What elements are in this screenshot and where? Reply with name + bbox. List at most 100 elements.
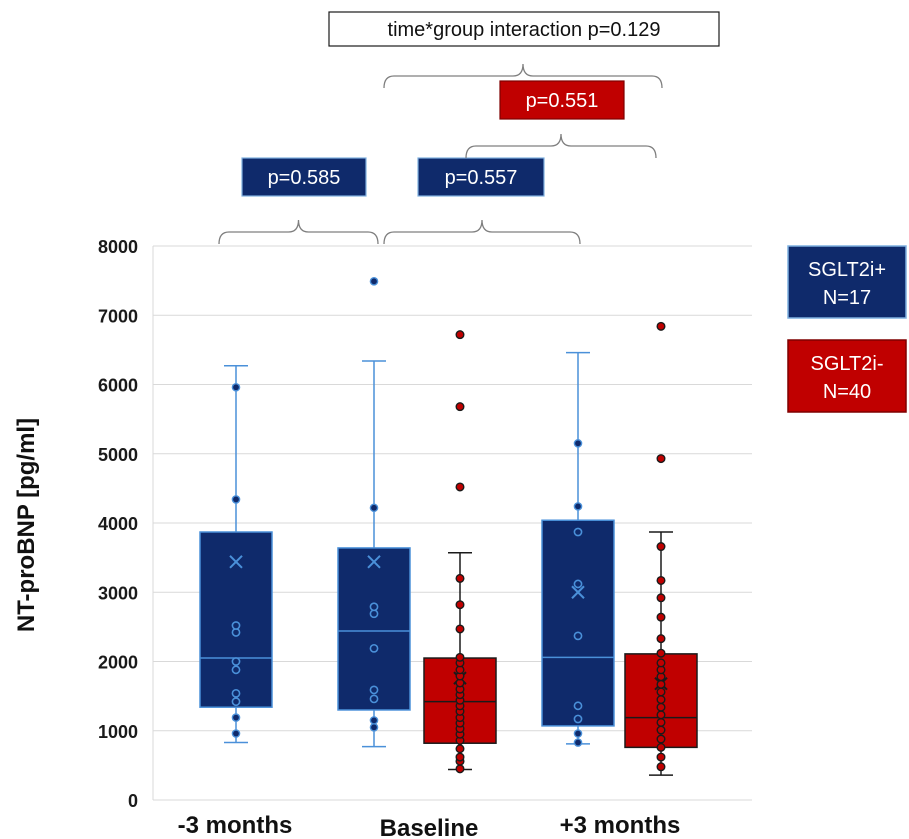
data-point <box>455 752 465 762</box>
data-point <box>369 722 379 732</box>
data-point <box>369 716 379 725</box>
iqr-box <box>541 519 615 727</box>
data-point <box>231 621 241 630</box>
x-tick-labels: -3 months Baseline +3 months <box>178 812 681 839</box>
data-point <box>369 277 379 286</box>
data-point <box>573 631 583 641</box>
data-point <box>573 439 583 448</box>
data-point <box>231 729 241 738</box>
data-point <box>656 710 666 720</box>
data-point <box>656 612 666 622</box>
box-sglt2i-plus <box>337 360 411 748</box>
data-point <box>573 729 583 738</box>
x-tick-label: Baseline <box>380 815 479 839</box>
iqr-box <box>199 531 273 708</box>
y-tick-label: 6000 <box>98 376 138 396</box>
y-tick-label: 0 <box>128 791 138 811</box>
data-point <box>455 330 465 340</box>
x-tick-label: -3 months <box>178 812 293 839</box>
data-point <box>369 503 379 513</box>
data-point <box>656 321 666 331</box>
legend: SGLT2i+ N=17 SGLT2i- N=40 <box>787 245 907 413</box>
y-tick-label: 1000 <box>98 722 138 742</box>
data-point <box>656 752 666 762</box>
data-point <box>455 600 465 610</box>
data-point <box>656 725 666 735</box>
x-tick-label: +3 months <box>560 812 681 839</box>
y-tick-label: 4000 <box>98 514 138 534</box>
y-tick-label: 2000 <box>98 653 138 673</box>
data-point <box>455 402 465 412</box>
data-point <box>656 542 666 552</box>
data-point <box>573 527 583 537</box>
legend-swatch-sglt2i-minus <box>787 339 907 413</box>
data-point <box>573 579 583 589</box>
data-point <box>231 697 241 707</box>
data-point <box>656 575 666 585</box>
data-point <box>656 634 666 644</box>
legend-n-label: N=17 <box>823 287 871 309</box>
legend-swatch-sglt2i-plus <box>787 245 907 319</box>
data-point <box>455 652 465 662</box>
data-point <box>656 658 666 668</box>
data-point <box>656 593 666 603</box>
mean-marker <box>571 585 585 599</box>
data-point <box>573 738 583 747</box>
data-point <box>369 609 379 619</box>
box-sglt2i-plus <box>199 365 273 744</box>
data-point <box>455 764 465 774</box>
bracket-p0551 <box>465 133 657 159</box>
p-value-0551-box <box>499 80 625 120</box>
data-point <box>231 657 241 666</box>
mean-marker <box>367 555 381 569</box>
data-point <box>573 701 583 711</box>
data-point <box>455 482 465 492</box>
p-value-0551-label: p=0.551 <box>526 90 599 112</box>
data-points <box>231 277 666 774</box>
y-axis-label: NT-proBNP [pg/ml] <box>13 418 40 632</box>
bracket-p0557 <box>383 219 581 245</box>
data-point <box>455 624 465 634</box>
data-point <box>656 702 666 712</box>
data-point <box>656 742 666 752</box>
data-point <box>231 382 241 392</box>
data-point <box>656 717 666 727</box>
p-value-0557-box <box>417 157 545 197</box>
data-point <box>573 714 583 724</box>
data-point <box>656 762 666 772</box>
interaction-p-value-box <box>328 11 720 47</box>
y-tick-labels: 0 1000 2000 3000 4000 5000 6000 7000 8000 <box>98 237 138 811</box>
data-point <box>369 694 379 704</box>
data-point <box>369 685 379 695</box>
interaction-p-value-label: time*group interaction p=0.129 <box>388 19 661 41</box>
significance-annotations: p=0.585 p=0.557 p=0.551 time*group interact… <box>218 11 720 245</box>
data-point <box>231 688 241 698</box>
legend-series-name: SGLT2i- <box>811 353 884 375</box>
iqr-box <box>337 547 411 711</box>
data-point <box>231 713 241 722</box>
data-point <box>656 454 666 464</box>
data-point <box>573 502 583 511</box>
box-plots <box>199 351 698 776</box>
y-tick-label: 7000 <box>98 306 138 326</box>
data-point <box>369 643 379 653</box>
p-value-0557-label: p=0.557 <box>445 167 518 189</box>
data-point <box>656 679 666 689</box>
data-point <box>656 734 666 744</box>
mean-marker <box>229 555 243 569</box>
data-point <box>455 744 465 754</box>
data-point <box>231 665 241 675</box>
p-value-0585-box <box>241 157 367 197</box>
data-point <box>231 628 241 637</box>
bracket-interaction <box>383 63 663 89</box>
data-point <box>656 648 666 658</box>
legend-n-label: N=40 <box>823 381 871 403</box>
p-value-0585-label: p=0.585 <box>268 167 341 189</box>
data-point <box>656 687 666 697</box>
y-tick-label: 8000 <box>98 237 138 257</box>
y-tick-label: 3000 <box>98 583 138 603</box>
legend-series-name: SGLT2i+ <box>808 259 886 281</box>
data-point <box>455 573 465 583</box>
bracket-p0585 <box>218 219 379 245</box>
